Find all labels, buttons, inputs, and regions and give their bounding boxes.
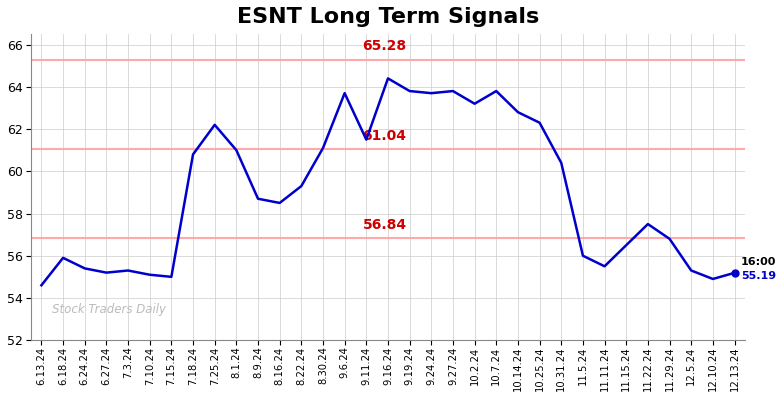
Text: 61.04: 61.04 [362, 129, 407, 143]
Title: ESNT Long Term Signals: ESNT Long Term Signals [237, 7, 539, 27]
Text: 65.28: 65.28 [362, 39, 407, 53]
Text: 55.19: 55.19 [741, 271, 776, 281]
Text: Stock Traders Daily: Stock Traders Daily [52, 303, 166, 316]
Text: 16:00: 16:00 [741, 258, 776, 267]
Text: 56.84: 56.84 [362, 218, 407, 232]
